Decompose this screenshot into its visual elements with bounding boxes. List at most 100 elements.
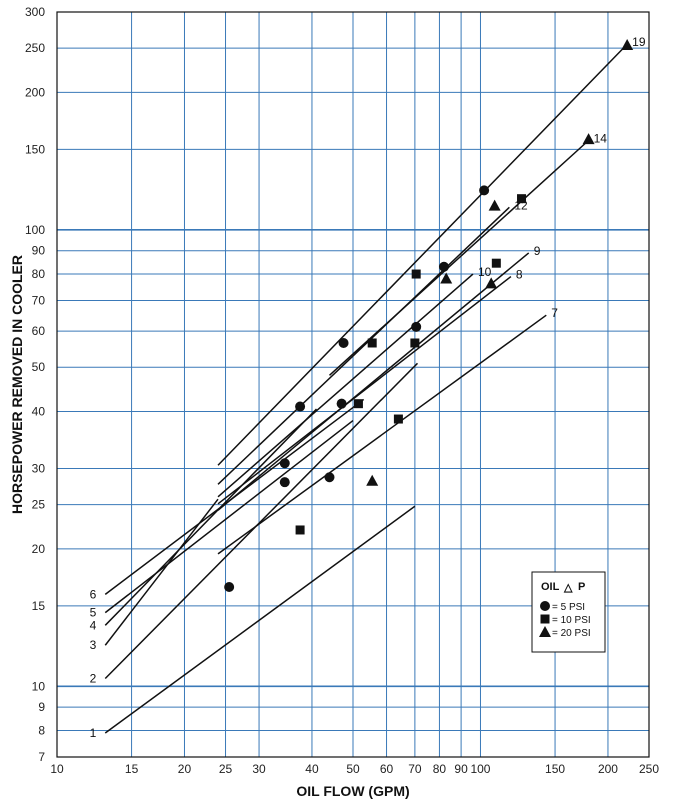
y-tick-label: 60 xyxy=(32,324,46,338)
y-tick-label: 50 xyxy=(32,360,46,374)
line-19 xyxy=(217,43,628,466)
x-tick-label: 200 xyxy=(598,762,618,776)
x-tick-label: 80 xyxy=(433,762,447,776)
square-marker xyxy=(295,525,305,535)
x-tick-label: 60 xyxy=(380,762,394,776)
line-label-14: 14 xyxy=(594,131,608,145)
triangle-marker xyxy=(440,272,453,284)
triangle-marker xyxy=(485,277,498,289)
y-tick-label: 25 xyxy=(32,498,46,512)
legend-title-suffix: P xyxy=(578,581,585,593)
circle-marker xyxy=(224,582,235,593)
x-tick-label: 30 xyxy=(252,762,266,776)
square-marker xyxy=(517,194,527,204)
y-tick-label: 10 xyxy=(32,679,46,693)
y-tick-label: 8 xyxy=(38,724,45,738)
x-tick-label: 20 xyxy=(178,762,192,776)
circle-marker xyxy=(336,398,347,409)
square-marker xyxy=(393,414,403,424)
y-tick-label: 200 xyxy=(25,85,45,99)
x-tick-label: 100 xyxy=(470,762,490,776)
x-tick-label: 15 xyxy=(125,762,139,776)
x-tick-label: 90 xyxy=(454,762,468,776)
line-label-19: 19 xyxy=(632,35,646,49)
y-tick-label: 15 xyxy=(32,599,46,613)
line-3 xyxy=(104,498,219,646)
x-tick-label: 25 xyxy=(219,762,233,776)
circle-marker xyxy=(338,337,349,348)
triangle-marker xyxy=(582,133,595,145)
legend-box xyxy=(531,571,606,653)
line-1 xyxy=(104,505,416,734)
line-14 xyxy=(328,139,590,376)
y-axis-ticks: 7 8 9 10 15 20 25 30 40 50 60 70 80 90 100 150 200 250 300 xyxy=(25,5,45,764)
y-tick-label: 20 xyxy=(32,542,46,556)
line-label-3: 3 xyxy=(90,638,97,652)
line-5 xyxy=(104,419,354,614)
y-tick-label: 30 xyxy=(32,461,46,475)
circle-marker xyxy=(279,458,290,469)
y-tick-label: 9 xyxy=(38,700,45,714)
line-label-5: 5 xyxy=(90,606,97,620)
circle-marker xyxy=(438,261,449,272)
plot-frame xyxy=(56,11,650,758)
line-label-9: 9 xyxy=(534,244,541,258)
x-tick-label: 150 xyxy=(545,762,565,776)
y-tick-label: 7 xyxy=(38,750,45,764)
line-10 xyxy=(217,273,474,498)
square-marker xyxy=(491,258,501,268)
y-tick-label: 300 xyxy=(25,5,45,19)
triangle-marker xyxy=(488,199,501,211)
y-tick-label: 250 xyxy=(25,41,45,55)
x-axis-label: OIL FLOW (GPM) xyxy=(296,783,409,799)
line-label-6: 6 xyxy=(90,587,97,601)
legend-entry: = 20 PSI xyxy=(552,628,591,639)
legend: OIL △ P = 5 PSI = 10 PSI = 20 PSI xyxy=(531,571,606,653)
y-tick-label: 90 xyxy=(32,244,46,258)
line-8 xyxy=(217,275,512,505)
line-label-4: 4 xyxy=(90,618,97,632)
line-7 xyxy=(217,314,547,555)
grid xyxy=(56,11,650,758)
line-4 xyxy=(104,408,318,626)
y-tick-label: 70 xyxy=(32,294,46,308)
line-2 xyxy=(104,362,419,680)
y-tick-label: 80 xyxy=(32,267,46,281)
legend-square-symbol xyxy=(540,614,550,624)
square-marker xyxy=(411,269,421,279)
line-label-10: 10 xyxy=(478,265,492,279)
line-label-2: 2 xyxy=(90,672,97,686)
data-markers xyxy=(224,38,634,593)
x-tick-label: 10 xyxy=(50,762,64,776)
x-tick-label: 40 xyxy=(305,762,319,776)
line-label-8: 8 xyxy=(516,268,523,282)
x-tick-label: 50 xyxy=(346,762,360,776)
x-tick-label: 70 xyxy=(408,762,422,776)
line-label-1: 1 xyxy=(90,726,97,740)
x-axis-ticks: 10 15 20 25 30 40 50 60 70 80 90 100 150 200 250 xyxy=(50,762,659,776)
y-tick-label: 40 xyxy=(32,404,46,418)
legend-delta-symbol: △ xyxy=(563,582,573,594)
legend-triangle-symbol xyxy=(539,626,551,637)
circle-marker xyxy=(411,321,422,332)
y-tick-label: 100 xyxy=(25,223,45,237)
triangle-marker xyxy=(621,38,634,50)
square-marker xyxy=(367,338,377,348)
line-12 xyxy=(217,206,510,485)
circle-marker xyxy=(295,401,306,412)
circle-marker xyxy=(479,185,490,196)
triangle-marker xyxy=(366,474,379,486)
legend-entry: = 10 PSI xyxy=(552,615,591,626)
line-label-7: 7 xyxy=(551,306,558,320)
x-tick-label: 250 xyxy=(639,762,659,776)
legend-entry: = 5 PSI xyxy=(552,602,585,613)
legend-title: OIL xyxy=(541,581,560,593)
y-tick-label: 150 xyxy=(25,142,45,156)
circle-marker xyxy=(279,477,290,488)
line-9 xyxy=(217,252,530,511)
square-marker xyxy=(353,399,363,409)
square-marker xyxy=(410,338,420,348)
circle-marker xyxy=(324,472,335,483)
